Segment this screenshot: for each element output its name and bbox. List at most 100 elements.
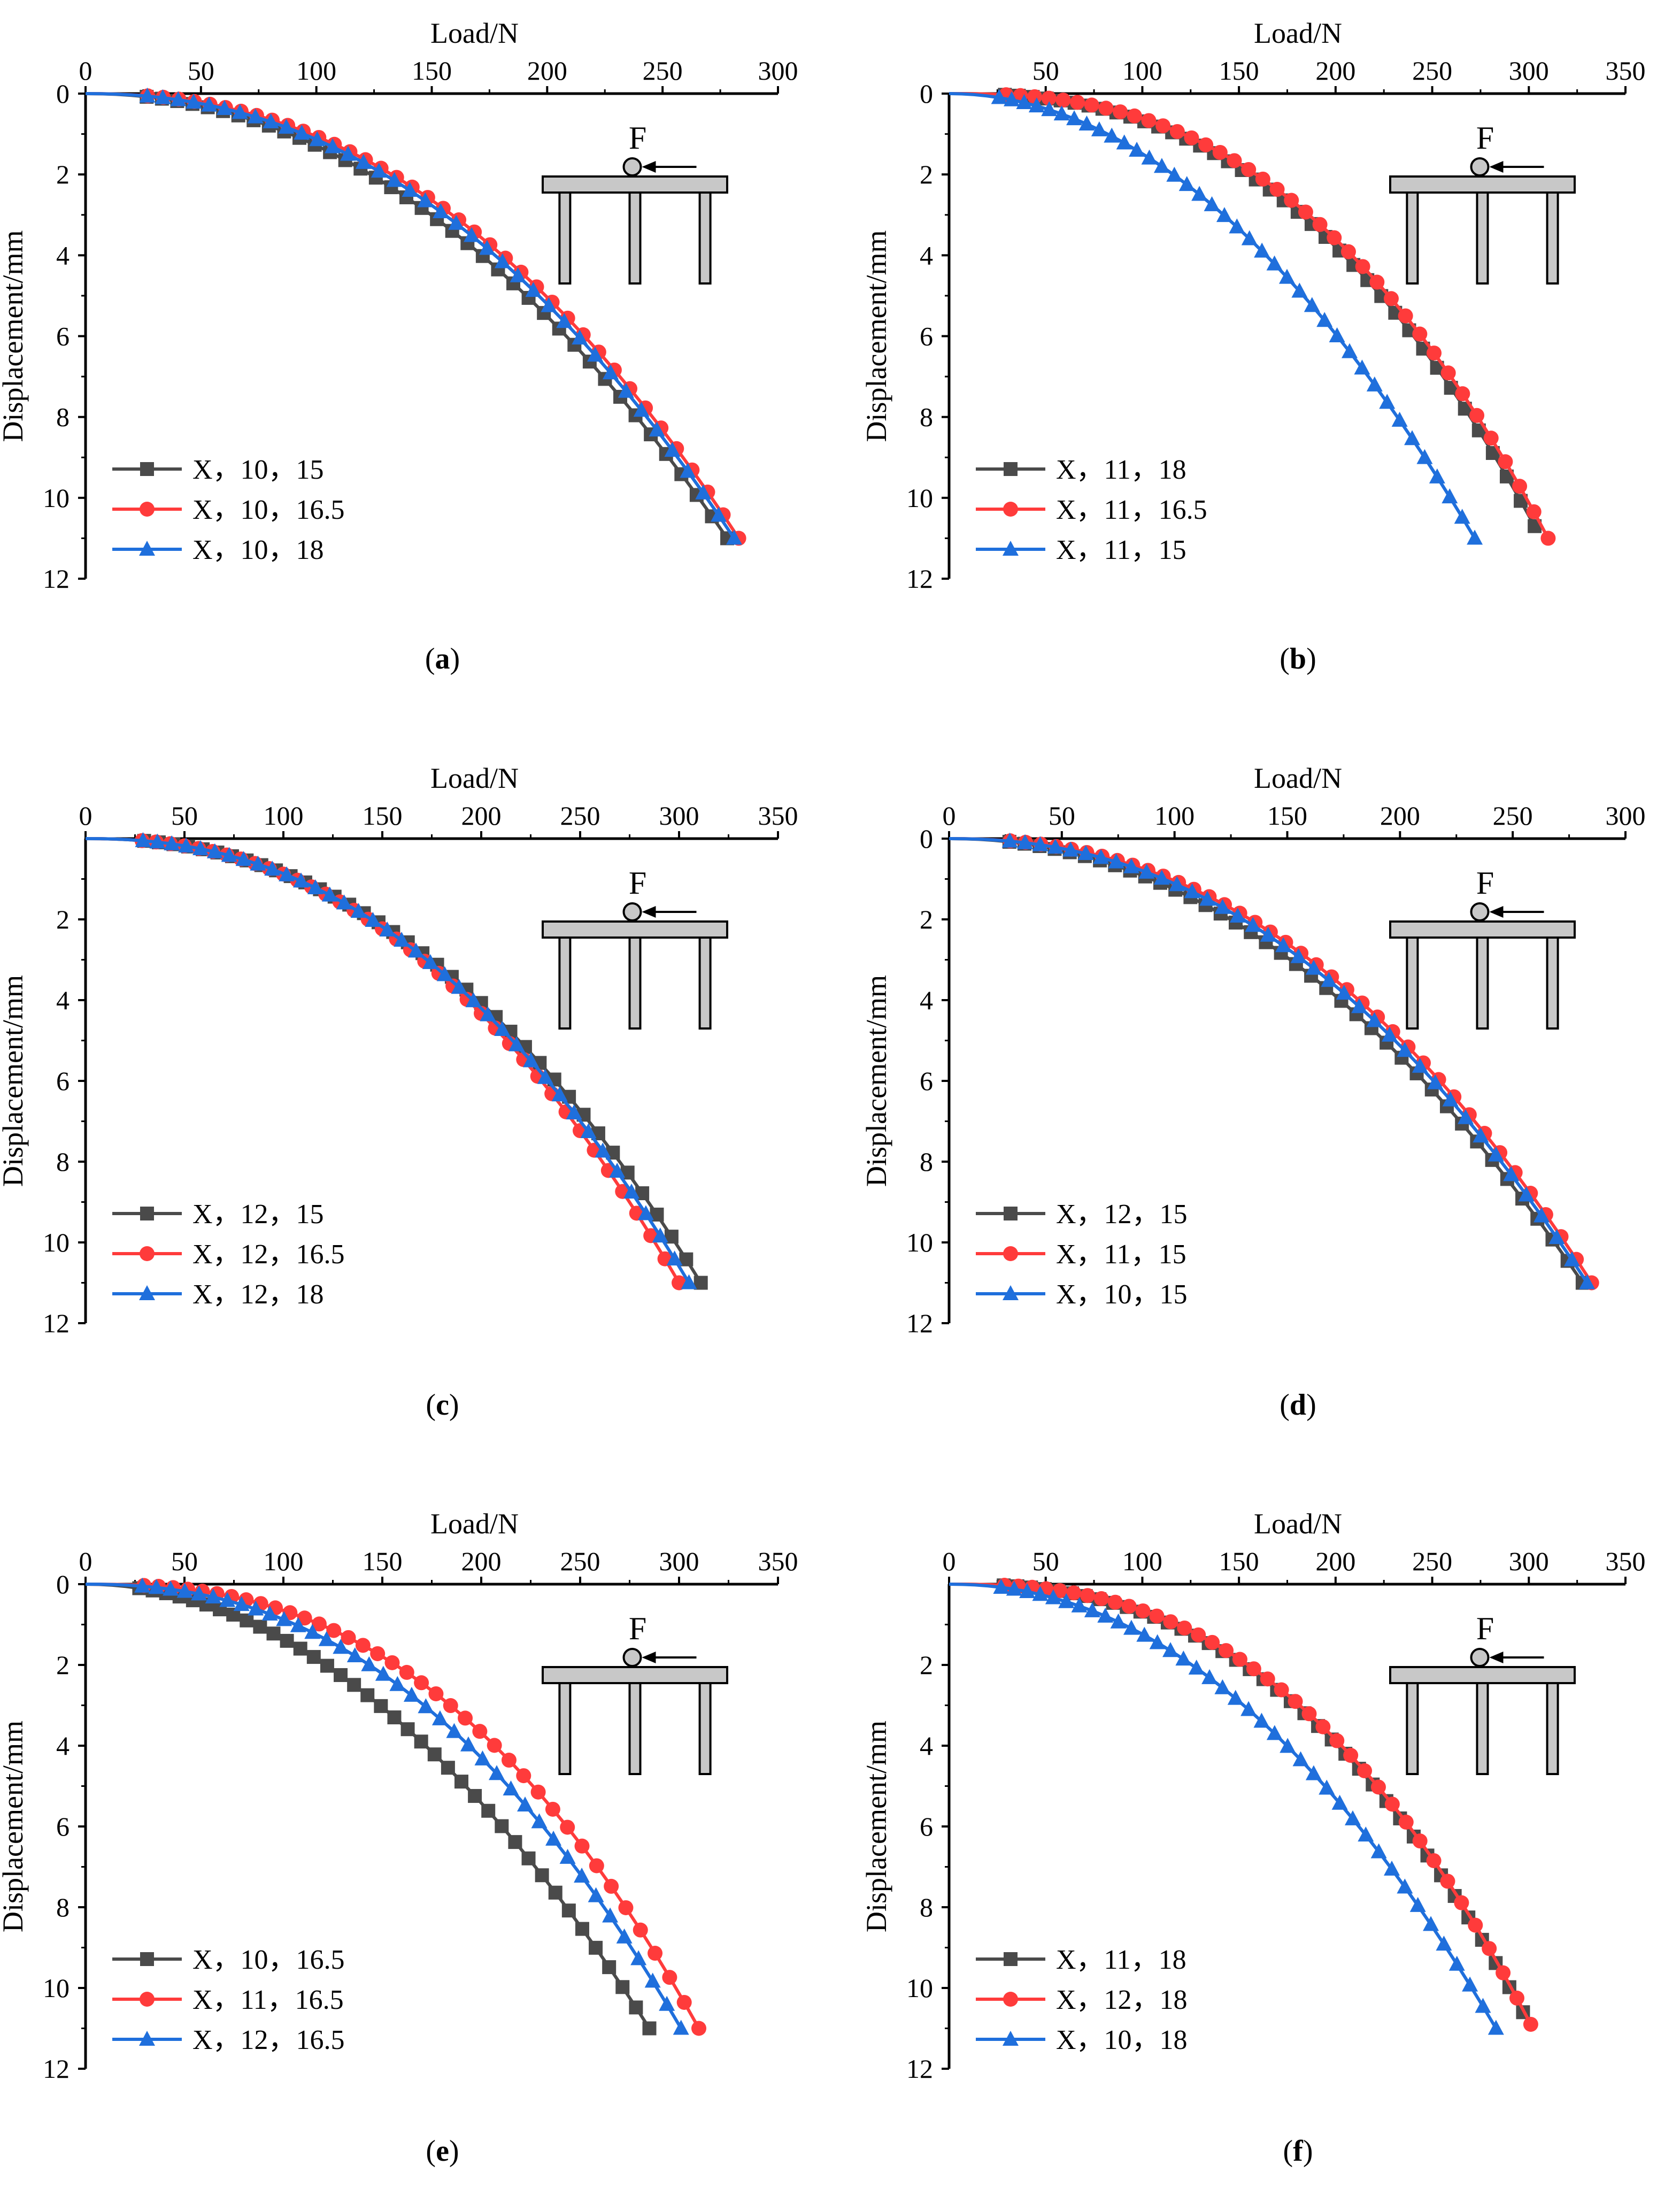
data-point — [1240, 1701, 1257, 1716]
data-point — [1141, 113, 1157, 128]
data-point — [623, 1184, 640, 1199]
data-point — [664, 442, 681, 457]
y-tick-label: 6 — [56, 321, 70, 351]
data-point — [1440, 1874, 1455, 1889]
load-point — [622, 157, 642, 176]
data-point — [991, 89, 1007, 104]
data-point — [1340, 244, 1356, 259]
legend-label: X，12，16.5 — [192, 1239, 345, 1270]
data-point — [1488, 2020, 1504, 2035]
force-arrowhead — [642, 161, 656, 173]
data-point — [556, 313, 573, 328]
data-point — [1292, 1751, 1309, 1767]
legend-marker — [140, 1992, 155, 2007]
data-point — [535, 1868, 549, 1883]
chart-panel-b: 50 100 150 200 250 300 350 Load/N 0 2 4 6 8 10 12 Displ… — [860, 17, 1646, 675]
x-tick-label: 150 — [412, 56, 452, 86]
data-point — [1354, 359, 1370, 375]
data-point — [1123, 858, 1139, 873]
data-point — [1384, 1797, 1400, 1812]
data-point — [1177, 1620, 1192, 1636]
schematic-leg — [558, 936, 572, 1030]
data-point — [1370, 1843, 1387, 1859]
data-point — [307, 879, 323, 894]
data-point — [1245, 917, 1261, 932]
y-tick-label: 4 — [56, 985, 70, 1015]
x-tick-label: 150 — [1219, 1546, 1259, 1576]
data-point — [566, 1104, 582, 1119]
data-point — [1169, 876, 1185, 892]
data-point — [1278, 268, 1295, 284]
data-point — [695, 484, 712, 500]
data-point — [290, 1617, 306, 1632]
data-point — [572, 329, 588, 345]
data-point — [1336, 985, 1352, 1000]
y-tick-label: 12 — [43, 564, 70, 594]
data-point — [1188, 1659, 1205, 1675]
series-2 — [949, 1578, 1504, 2035]
data-point — [1454, 509, 1470, 524]
y-tick-label: 6 — [920, 1811, 933, 1841]
x-tick-label: 50 — [188, 56, 214, 86]
x-axis-label: Load/N — [430, 762, 519, 794]
data-point — [355, 153, 372, 169]
legend-label: X，11，16.5 — [1056, 495, 1207, 525]
x-tick-label: 50 — [1032, 56, 1059, 86]
data-point — [630, 1950, 647, 1966]
data-point — [637, 1205, 654, 1220]
y-tick-label: 0 — [920, 824, 933, 854]
legend-marker — [139, 541, 155, 556]
data-point — [443, 1698, 458, 1714]
data-point — [1288, 1694, 1303, 1709]
y-tick-label: 2 — [920, 904, 933, 934]
data-point — [1032, 1586, 1049, 1601]
data-point — [431, 1710, 448, 1725]
data-point — [1426, 1853, 1442, 1868]
series-2 — [949, 89, 1483, 545]
data-point — [1397, 1878, 1413, 1894]
data-point — [1327, 230, 1342, 245]
data-point — [464, 227, 480, 242]
force-label: F — [629, 120, 646, 156]
x-tick-label: 300 — [1509, 1546, 1549, 1576]
data-point — [1163, 1614, 1178, 1630]
data-point — [334, 1668, 348, 1682]
data-point — [1488, 1146, 1504, 1162]
schematic-leg — [628, 1682, 642, 1775]
load-schematic: F — [542, 1611, 728, 1775]
data-point — [448, 214, 465, 230]
data-point — [1253, 1713, 1270, 1728]
data-point — [1093, 1591, 1109, 1607]
y-tick-label: 10 — [906, 1227, 933, 1257]
data-point — [1358, 1826, 1374, 1842]
data-point — [644, 1972, 661, 1988]
schematic-leg — [1476, 191, 1489, 285]
data-point — [248, 1600, 264, 1616]
data-point — [1454, 1895, 1469, 1910]
data-point — [510, 267, 526, 282]
data-point — [525, 282, 542, 297]
y-tick-label: 4 — [56, 240, 70, 270]
data-point — [1175, 1650, 1192, 1666]
data-point — [474, 1750, 491, 1765]
data-point — [548, 1885, 562, 1900]
data-point — [1509, 1990, 1524, 2006]
data-point — [1312, 217, 1328, 232]
data-point — [1127, 108, 1142, 124]
data-point — [1266, 255, 1283, 271]
data-point — [633, 1922, 648, 1938]
legend-label: X，11，18 — [1056, 455, 1186, 485]
data-point — [602, 1960, 616, 1975]
data-point — [386, 172, 403, 187]
data-point — [293, 1641, 307, 1656]
y-tick-label: 12 — [43, 2054, 70, 2084]
data-point — [205, 1588, 221, 1604]
data-point — [530, 1784, 546, 1800]
data-point — [321, 886, 338, 902]
force-label: F — [629, 1611, 646, 1646]
data-point — [454, 1775, 468, 1789]
data-point — [1343, 1748, 1359, 1763]
x-tick-label: 50 — [171, 801, 198, 831]
x-axis-label: Load/N — [1254, 762, 1342, 794]
data-point — [589, 1858, 604, 1874]
